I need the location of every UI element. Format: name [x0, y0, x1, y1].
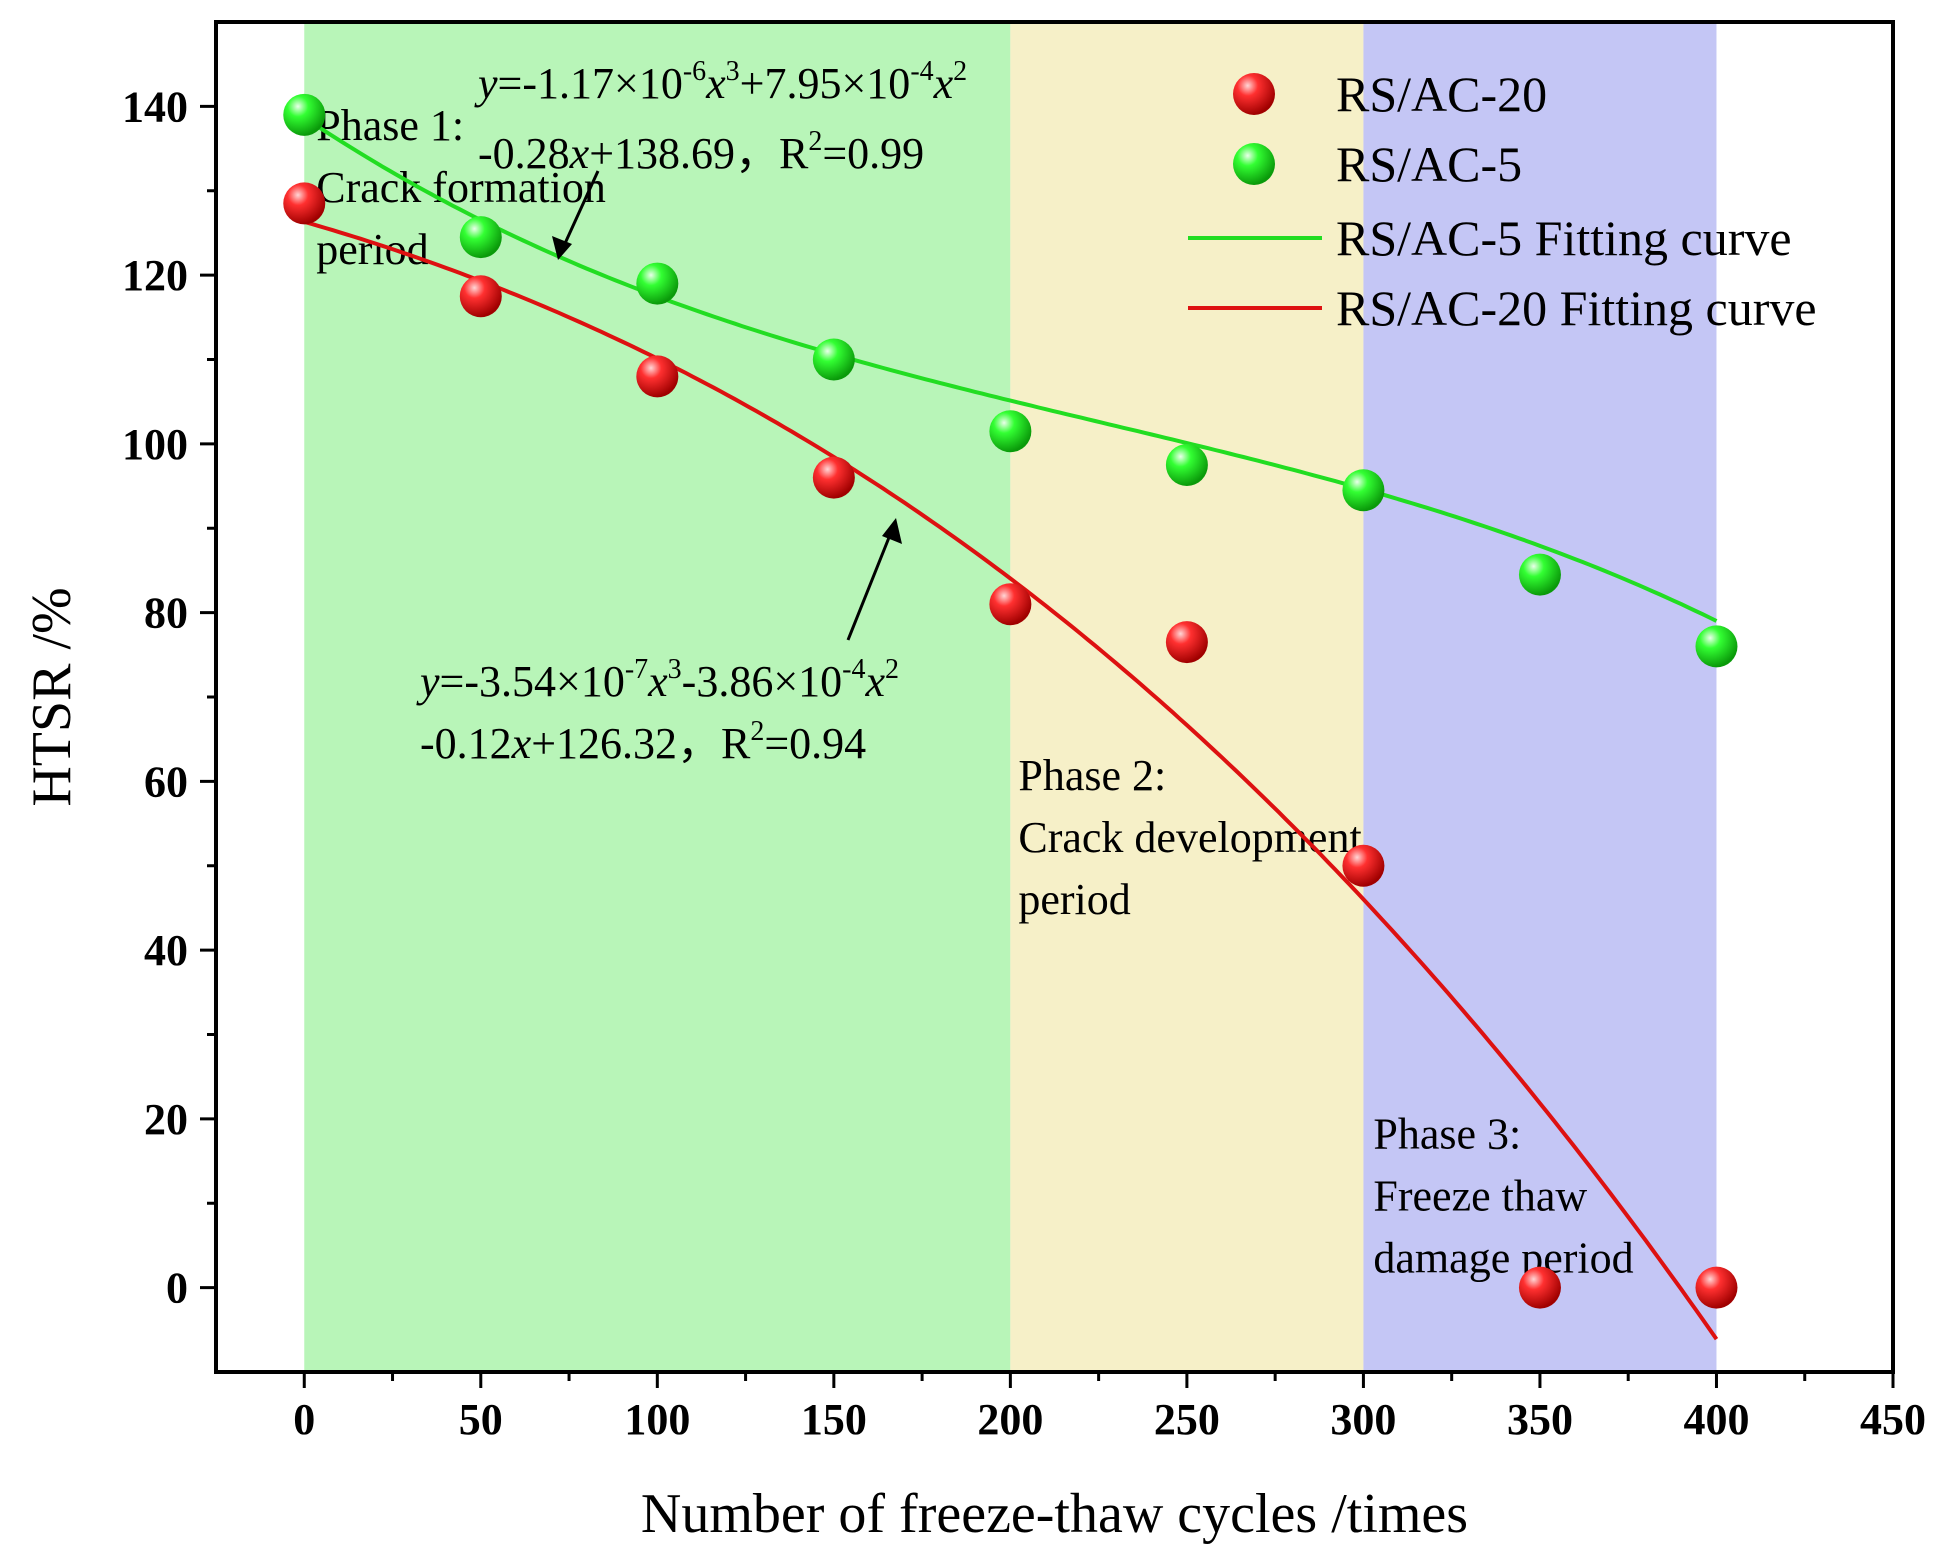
data-point-rs-ac-5-7 — [1342, 469, 1385, 512]
phase-label-2-line-3: period — [1018, 875, 1130, 924]
legend-marker-2 — [1233, 143, 1275, 185]
data-point-rs-ac-20-4 — [812, 456, 855, 499]
phase-band-3 — [1363, 22, 1717, 1372]
phase-label-1-line-2: Crack formation — [316, 163, 606, 212]
legend-label-1: RS/AC-20 — [1336, 66, 1547, 122]
x-tick-label-5: 200 — [977, 1395, 1043, 1444]
x-tick-label-6: 250 — [1154, 1395, 1220, 1444]
fitting-curve-1 — [303, 115, 1718, 623]
data-point-rs-ac-20-9 — [1695, 1266, 1738, 1309]
x-tick-label-10: 450 — [1860, 1395, 1926, 1444]
phase-labels: Phase 1: Crack formation period Phase 2: Cra… — [316, 101, 1633, 1282]
y-tick-label-7: 120 — [122, 251, 188, 300]
y-tick-label-6: 100 — [122, 420, 188, 469]
phase-label-3-line-2: Freeze thaw — [1373, 1171, 1587, 1220]
y-axis-label: HTSR /% — [21, 587, 83, 806]
arrow-ac20 — [846, 518, 902, 641]
phase-label-2-line-1: Phase 2: — [1018, 751, 1166, 800]
data-point-rs-ac-5-8 — [1518, 553, 1561, 596]
phase-label-2-line-2: Crack development — [1018, 813, 1361, 862]
phase-band-2 — [1010, 22, 1364, 1372]
legend: RS/AC-20 RS/AC-5 RS/AC-5 Fitting curve RS/A… — [1188, 66, 1817, 336]
data-point-rs-ac-5-9 — [1695, 625, 1738, 668]
y-tick-label-2: 20 — [144, 1095, 188, 1144]
fitting-curves — [303, 115, 1719, 1341]
axis-ticks: 0 50 100 150 200 250 300 350 400 450 0 20 40 60 80 100 1… — [122, 82, 1926, 1444]
data-points — [283, 93, 1738, 1309]
x-tick-label-4: 150 — [801, 1395, 867, 1444]
y-tick-label-5: 80 — [144, 589, 188, 638]
phase-label-3-line-1: Phase 3: — [1373, 1109, 1521, 1158]
phase-label-1-line-3: period — [316, 225, 428, 274]
arrow-ac5 — [552, 170, 600, 260]
phase-band-1 — [304, 22, 1011, 1372]
data-point-rs-ac-20-2 — [459, 275, 502, 318]
data-point-rs-ac-20-7 — [1342, 844, 1385, 887]
x-axis-label: Number of freeze-thaw cycles /times — [641, 1483, 1468, 1545]
data-point-rs-ac-5-4 — [812, 338, 855, 381]
data-point-rs-ac-20-3 — [636, 355, 679, 398]
y-tick-label-8: 140 — [122, 82, 188, 131]
phase-label-3-line-3: damage period — [1373, 1233, 1633, 1282]
x-tick-label-2: 50 — [459, 1395, 503, 1444]
equation-ac20-line2: -0.12x+126.32，R2=0.94 — [420, 716, 866, 768]
arrow-ac5-head — [552, 236, 572, 260]
legend-marker-1 — [1233, 73, 1275, 115]
equation-ac5: y=-1.17×10-6x3+7.95×10-4x2 -0.28x+138.69… — [474, 56, 967, 178]
phase-label-1-line-1: Phase 1: — [316, 101, 464, 150]
y-tick-label-3: 40 — [144, 926, 188, 975]
data-point-rs-ac-5-2 — [459, 216, 502, 259]
phase-label-1: Phase 1: Crack formation period — [316, 101, 606, 274]
legend-label-2: RS/AC-5 — [1336, 136, 1522, 192]
equation-ac20-line1: y=-3.54×10-7x3-3.86×10-4x2 — [416, 654, 899, 706]
y-tick-label-4: 60 — [144, 757, 188, 806]
data-point-rs-ac-20-5 — [989, 583, 1032, 626]
fitting-curve-2 — [303, 219, 1719, 1341]
y-tick-label-1: 0 — [166, 1264, 188, 1313]
data-point-rs-ac-20-8 — [1518, 1266, 1561, 1309]
data-point-rs-ac-5-3 — [636, 262, 679, 305]
phase-bands — [304, 22, 1717, 1372]
equation-ac5-line1: y=-1.17×10-6x3+7.95×10-4x2 — [474, 56, 967, 108]
legend-label-3: RS/AC-5 Fitting curve — [1336, 210, 1792, 266]
x-tick-label-8: 350 — [1507, 1395, 1573, 1444]
x-tick-label-1: 0 — [293, 1395, 315, 1444]
data-point-rs-ac-20-1 — [283, 182, 326, 225]
legend-label-4: RS/AC-20 Fitting curve — [1336, 280, 1817, 336]
x-tick-label-9: 400 — [1683, 1395, 1749, 1444]
x-tick-label-7: 300 — [1330, 1395, 1396, 1444]
x-tick-label-3: 100 — [624, 1395, 690, 1444]
phase-label-2: Phase 2: Crack development period — [1018, 751, 1361, 924]
phase-label-3: Phase 3: Freeze thaw damage period — [1373, 1109, 1633, 1282]
data-point-rs-ac-20-6 — [1165, 621, 1208, 664]
arrow-ac20-head — [882, 518, 902, 544]
data-point-rs-ac-5-5 — [989, 410, 1032, 453]
equation-ac20: y=-3.54×10-7x3-3.86×10-4x2 -0.12x+126.32… — [416, 654, 899, 768]
data-point-rs-ac-5-6 — [1165, 443, 1208, 486]
data-point-rs-ac-5-1 — [283, 93, 326, 136]
equation-ac5-line2: -0.28x+138.69，R2=0.99 — [478, 126, 924, 178]
